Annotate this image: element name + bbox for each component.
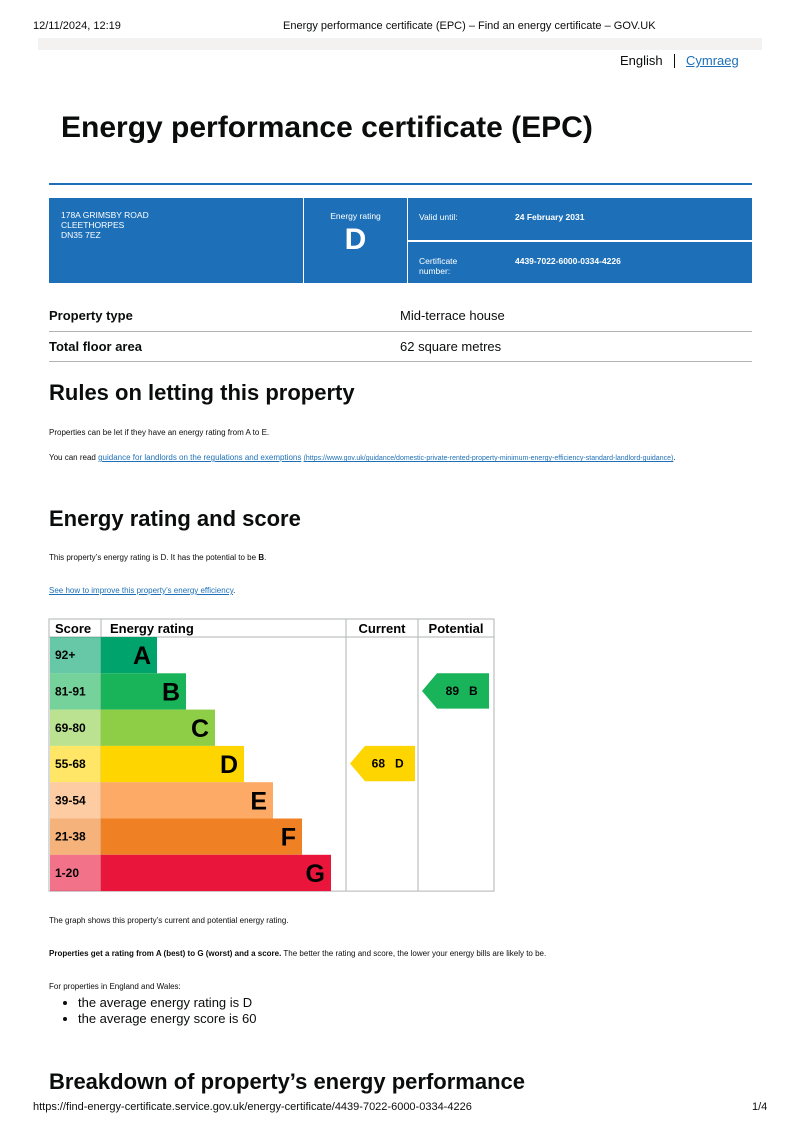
row-rule: [49, 361, 752, 362]
band-score: 1-20: [55, 866, 79, 880]
paragraph: Properties get a rating from A (best) to…: [49, 949, 546, 958]
band-bar: [101, 637, 157, 674]
address-line: CLEETHORPES: [61, 220, 125, 230]
paragraph: This property’s energy rating is D. It h…: [49, 553, 266, 562]
band-score: 21-38: [55, 830, 86, 844]
address-line: 178A GRIMSBY ROAD: [61, 210, 149, 220]
link[interactable]: See how to improve this property’s energ…: [49, 586, 234, 595]
band-letter: G: [306, 860, 325, 888]
cert-label: Certificate number:: [419, 256, 458, 276]
print-datetime: 12/11/2024, 12:19: [33, 20, 121, 32]
band-score: 81-91: [55, 684, 86, 698]
cert-number: 4439-7022-6000-0334-4226: [515, 256, 621, 266]
rating-box: Energy rating D: [304, 198, 407, 283]
score-cell: [50, 782, 101, 819]
score-cell: [50, 854, 101, 892]
band-score: 39-54: [55, 793, 86, 807]
text: Properties get a rating from A (best) to…: [49, 949, 282, 958]
address-box: 178A GRIMSBY ROAD CLEETHORPES DN35 7EZ: [49, 198, 303, 283]
band-bar: [101, 782, 273, 819]
section-heading: Rules on letting this property: [49, 380, 355, 405]
band-letter: D: [220, 751, 238, 779]
print-title: Energy performance certificate (EPC) – F…: [283, 20, 656, 32]
text: You can read: [49, 453, 96, 462]
paragraph: The graph shows this property’s current …: [49, 916, 289, 925]
potential-score: 89: [446, 684, 460, 698]
bullet: the average energy score is 60: [78, 1011, 257, 1027]
column-header: Current: [359, 621, 407, 636]
property-value: Mid-terrace house: [400, 308, 505, 323]
score-cell: [50, 673, 101, 710]
band-bar: [101, 709, 215, 746]
score-cell: [50, 709, 101, 746]
rating-letter: D: [344, 223, 367, 256]
section-heading: Energy rating and score: [49, 506, 301, 531]
band-letter: F: [281, 824, 296, 852]
band-letter: E: [250, 787, 267, 815]
band-score: 92+: [55, 648, 75, 662]
potential-letter: B: [469, 684, 478, 698]
rating-chart: Score Energy rating Current Potential 92+ A 81…: [48, 618, 495, 892]
print-page: 1/4: [752, 1101, 768, 1113]
title-rule: [49, 183, 752, 185]
property-value: 62 square metres: [400, 339, 502, 354]
column-header: Score: [55, 621, 91, 636]
text: .: [673, 453, 676, 462]
section-heading: Breakdown of property’s energy performan…: [49, 1069, 525, 1094]
print-url: https://find-energy-certificate.service.…: [33, 1101, 472, 1113]
text: B: [258, 553, 265, 562]
valid-label: Valid until:: [419, 212, 458, 222]
text: .: [264, 553, 267, 562]
score-cell: [50, 745, 101, 783]
valid-date: 24 February 2031: [515, 212, 585, 222]
column-header: Energy rating: [110, 621, 194, 636]
row-rule: [49, 331, 752, 332]
top-bar: [38, 38, 762, 50]
property-label: Total floor area: [49, 339, 142, 354]
valid-box: Valid until: 24 February 2031: [408, 198, 752, 240]
potential-arrow: [422, 673, 489, 709]
rating-label: Energy rating: [330, 211, 381, 221]
current-letter: D: [395, 757, 404, 771]
text: .: [233, 586, 236, 595]
paragraph: Properties can be let if they have an en…: [49, 428, 270, 437]
band-letter: C: [191, 715, 209, 743]
current-arrow: [350, 745, 415, 782]
score-cell: [50, 637, 101, 674]
band-letter: A: [133, 642, 151, 670]
address-line: DN35 7EZ: [61, 230, 101, 240]
lang-cymraeg[interactable]: Cymraeg: [686, 53, 739, 68]
band-bar: [101, 854, 331, 892]
paragraph: You can read guidance for landlords on t…: [49, 452, 739, 464]
lang-english: English: [620, 53, 663, 68]
band-bar: [101, 673, 186, 710]
band-letter: B: [162, 678, 180, 706]
band-score: 69-80: [55, 721, 86, 735]
lang-separator: [674, 54, 675, 68]
text: The better the rating and score, the low…: [283, 949, 547, 958]
score-cell: [50, 818, 101, 855]
column-header: Potential: [429, 621, 484, 636]
cert-box: Certificate number: 4439-7022-6000-0334-…: [408, 242, 752, 283]
band-bar: [101, 745, 244, 783]
property-label: Property type: [49, 308, 133, 323]
paragraph: For properties in England and Wales:: [49, 982, 181, 991]
current-score: 68: [372, 757, 386, 771]
bullet-list: the average energy rating is D the avera…: [38, 995, 257, 1027]
band-bar: [101, 818, 302, 855]
bullet: the average energy rating is D: [78, 995, 257, 1011]
page-title: Energy performance certificate (EPC): [61, 111, 593, 144]
link-url[interactable]: (https://www.gov.uk/guidance/domestic-pr…: [303, 455, 674, 462]
paragraph: See how to improve this property’s energ…: [49, 586, 235, 595]
link[interactable]: guidance for landlords on the regulation…: [98, 453, 302, 462]
band-score: 55-68: [55, 757, 86, 771]
text: This property’s energy rating is D. It h…: [49, 553, 257, 562]
address: 178A GRIMSBY ROAD CLEETHORPES DN35 7EZ: [61, 210, 149, 240]
